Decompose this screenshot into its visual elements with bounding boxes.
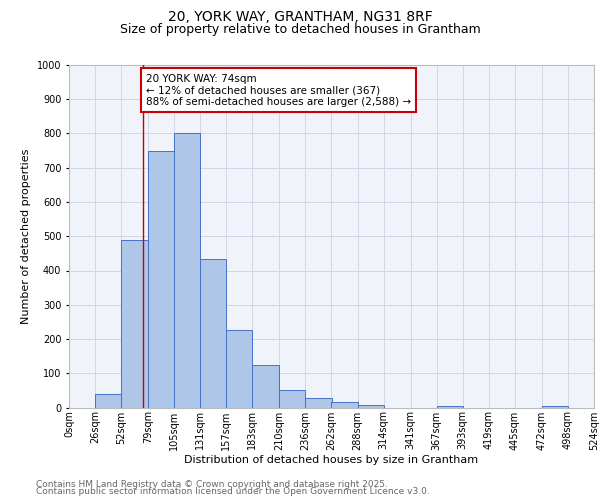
- Y-axis label: Number of detached properties: Number of detached properties: [22, 148, 31, 324]
- Text: Contains HM Land Registry data © Crown copyright and database right 2025.: Contains HM Land Registry data © Crown c…: [36, 480, 388, 489]
- Bar: [121, 240, 148, 408]
- Bar: [331, 402, 358, 407]
- Bar: [280, 390, 305, 407]
- Text: 20, YORK WAY, GRANTHAM, NG31 8RF: 20, YORK WAY, GRANTHAM, NG31 8RF: [167, 10, 433, 24]
- Bar: [305, 398, 331, 407]
- Bar: [253, 364, 280, 408]
- Bar: [174, 134, 200, 407]
- Bar: [148, 150, 174, 408]
- Bar: [437, 406, 463, 407]
- Text: Contains public sector information licensed under the Open Government Licence v3: Contains public sector information licen…: [36, 487, 430, 496]
- Text: 20 YORK WAY: 74sqm
← 12% of detached houses are smaller (367)
88% of semi-detach: 20 YORK WAY: 74sqm ← 12% of detached hou…: [146, 74, 411, 107]
- Bar: [200, 258, 226, 408]
- Bar: [226, 330, 253, 407]
- Bar: [542, 406, 568, 407]
- Text: Size of property relative to detached houses in Grantham: Size of property relative to detached ho…: [119, 22, 481, 36]
- X-axis label: Distribution of detached houses by size in Grantham: Distribution of detached houses by size …: [184, 455, 479, 465]
- Bar: [358, 405, 383, 407]
- Bar: [95, 394, 121, 407]
